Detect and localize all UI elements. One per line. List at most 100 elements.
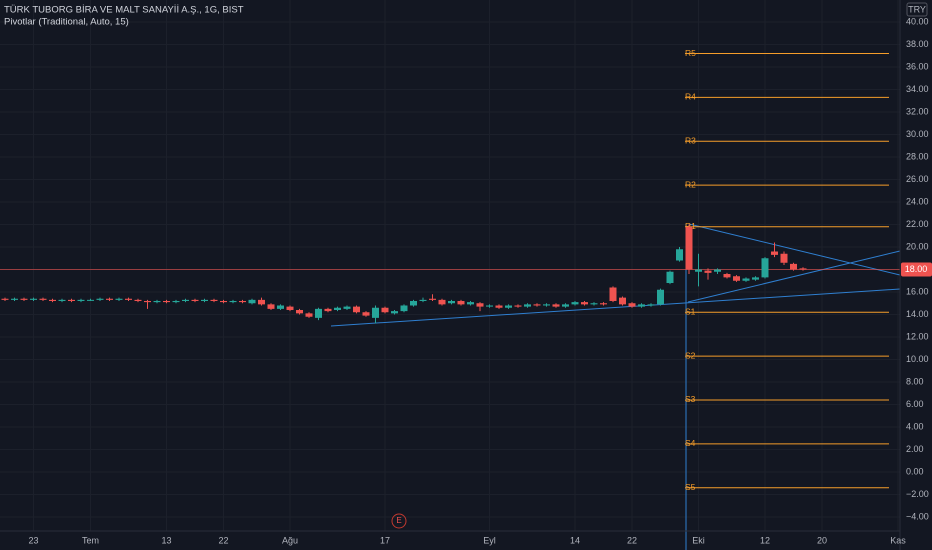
candle-body xyxy=(77,299,85,301)
candle-body xyxy=(685,226,693,270)
candle-body xyxy=(134,299,142,301)
candle-body xyxy=(704,270,712,273)
x-tick-label: 14 xyxy=(570,535,580,545)
y-tick-label: 0.00 xyxy=(906,466,924,476)
candle-body xyxy=(714,269,721,272)
pivot-label: R2 xyxy=(685,179,696,189)
candle-body xyxy=(20,298,28,300)
x-tick-label: 20 xyxy=(817,535,827,545)
candle-body xyxy=(657,289,664,305)
candle-body xyxy=(790,263,797,270)
y-tick-label: 38.00 xyxy=(906,39,929,49)
candle-body xyxy=(68,299,75,301)
x-tick-label: Eki xyxy=(692,535,705,545)
candle-body xyxy=(1,298,9,300)
x-tick-label: Ağu xyxy=(282,535,298,545)
candle-body xyxy=(524,304,531,307)
candle-body xyxy=(163,300,170,303)
candle-body xyxy=(543,304,550,306)
pivot-label: R1 xyxy=(685,221,696,231)
y-tick-label: 10.00 xyxy=(906,354,929,364)
candle-body xyxy=(277,305,284,309)
y-tick-label: 36.00 xyxy=(906,61,929,71)
x-tick-label: Kas xyxy=(890,535,906,545)
candle-body xyxy=(334,307,341,310)
candle-body xyxy=(429,298,436,300)
candle-body xyxy=(514,305,522,307)
candle-body xyxy=(391,311,398,314)
candle-body xyxy=(144,300,151,303)
currency[interactable]: TRY xyxy=(908,4,926,14)
y-tick-label: 16.00 xyxy=(906,286,929,296)
candle-body xyxy=(153,300,161,303)
candle-body xyxy=(666,271,674,283)
candle-body xyxy=(628,303,636,307)
y-tick-label: 6.00 xyxy=(906,399,924,409)
x-tick-label: 13 xyxy=(161,535,171,545)
pivot-label: S2 xyxy=(685,350,696,360)
candle-body xyxy=(400,305,408,312)
candle-body xyxy=(590,303,598,305)
candle-body xyxy=(267,304,275,309)
candle-body xyxy=(305,313,313,317)
pivot-label: S5 xyxy=(685,482,696,492)
candle-body xyxy=(353,306,360,313)
y-tick-label: 8.00 xyxy=(906,376,924,386)
candle-body xyxy=(799,268,807,270)
candle-body xyxy=(286,306,294,310)
x-tick-label: 12 xyxy=(760,535,770,545)
candle-body xyxy=(552,304,560,307)
candle-body xyxy=(752,277,759,280)
y-tick-label: 34.00 xyxy=(906,84,929,94)
candle-body xyxy=(780,253,788,263)
candle-body xyxy=(58,299,66,301)
y-tick-label: 20.00 xyxy=(906,241,929,251)
y-tick-label: 30.00 xyxy=(906,129,929,139)
candle-body xyxy=(96,298,104,300)
pivot-label: S1 xyxy=(685,306,696,316)
candle-body xyxy=(467,302,474,305)
candle-body xyxy=(229,300,237,303)
candle-body xyxy=(638,304,645,307)
last-price-tag xyxy=(901,262,932,277)
candle-body xyxy=(172,300,180,303)
candle-body xyxy=(362,312,370,316)
pivot-label: S4 xyxy=(685,438,696,448)
x-tick-label: 22 xyxy=(218,535,228,545)
candle-body xyxy=(438,299,446,305)
candle-body xyxy=(495,305,503,308)
candle-body xyxy=(315,308,322,318)
candle-body xyxy=(761,258,769,278)
pivot-label: R3 xyxy=(685,136,696,146)
candle-body xyxy=(505,305,512,308)
candle-body xyxy=(457,300,465,305)
candle-body xyxy=(695,269,702,272)
candle-body xyxy=(30,298,37,300)
candle-body xyxy=(562,304,569,307)
candle-body xyxy=(258,299,265,305)
candle-body xyxy=(343,306,351,309)
candle-body xyxy=(476,303,484,307)
currency-box[interactable] xyxy=(906,2,928,17)
trend-line xyxy=(688,223,901,276)
candle-body xyxy=(419,299,427,301)
y-tick-label: 12.00 xyxy=(906,331,929,341)
event-marker[interactable]: E xyxy=(396,516,401,525)
y-tick-label: −2.00 xyxy=(906,489,929,499)
candle-body xyxy=(742,278,750,281)
candle-body xyxy=(600,303,607,305)
candle-body xyxy=(619,297,626,305)
candle-body xyxy=(733,276,740,281)
candle-body xyxy=(486,305,493,307)
event-marker-circle[interactable] xyxy=(391,513,407,529)
y-tick-label: 32.00 xyxy=(906,106,929,116)
candle-body xyxy=(676,249,683,261)
y-tick-label: 22.00 xyxy=(906,219,929,229)
candle-body xyxy=(210,299,218,301)
candle-body xyxy=(248,299,256,304)
x-tick-label: Tem xyxy=(82,535,99,545)
candle-body xyxy=(771,251,778,255)
x-tick-label: Eyl xyxy=(483,535,496,545)
